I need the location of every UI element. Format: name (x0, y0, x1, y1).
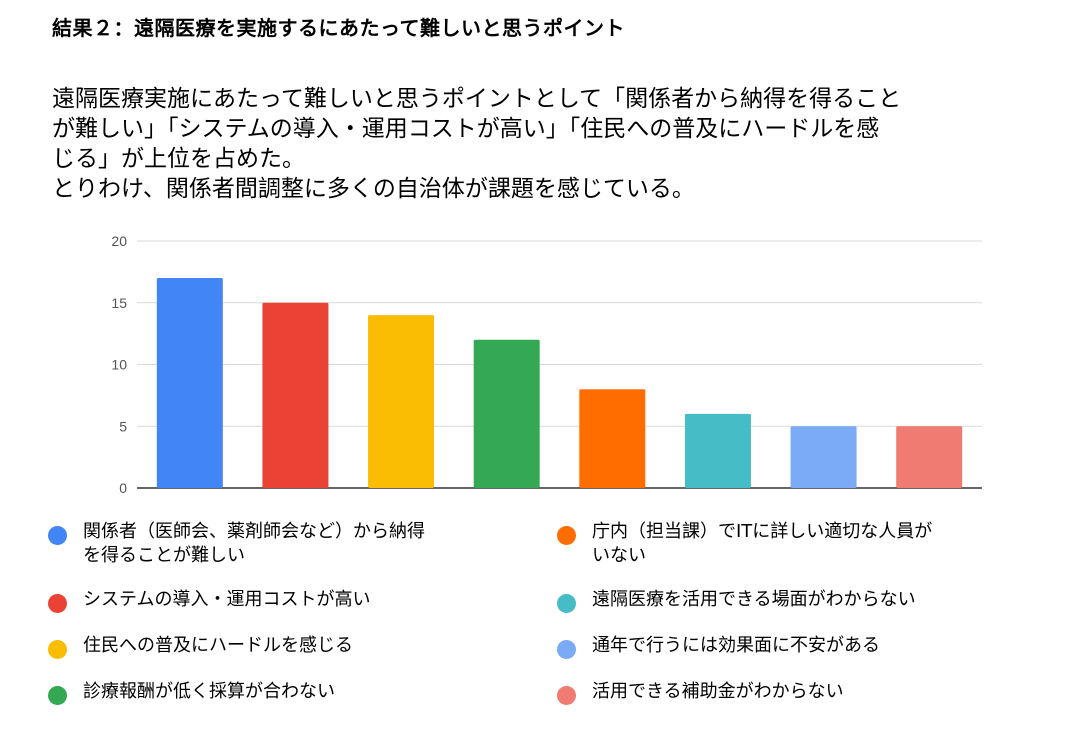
description: 遠隔医療実施にあたって難しいと思うポイントとして「関係者から納得を得ること が難… (52, 84, 1062, 204)
legend-swatch (48, 640, 67, 659)
bar (579, 389, 646, 488)
legend-label: システムの導入・運用コストが高い (83, 588, 513, 612)
legend-swatch (557, 686, 576, 705)
y-tick-label: 10 (111, 357, 127, 373)
legend-swatch (48, 686, 67, 705)
legend-label-line: いない (592, 545, 646, 566)
legend-label-line: 庁内（担当課）でITに詳しい適切な人員が (592, 521, 933, 542)
legend-label-line: システムの導入・運用コストが高い (83, 589, 371, 610)
bar (473, 339, 540, 488)
y-tick-label: 15 (111, 295, 127, 311)
legend-label: 住民への普及にハードルを感じる (83, 634, 513, 658)
legend-label: 通年で行うには効果面に不安がある (592, 634, 1022, 658)
legend-label: 遠隔医療を活用できる場面がわからない (592, 588, 1022, 612)
legend-label-line: 活用できる補助金がわからない (592, 681, 844, 702)
legend-label-line: 遠隔医療を活用できる場面がわからない (592, 589, 916, 610)
bar (896, 426, 963, 488)
legend-swatch (557, 594, 576, 613)
description-line: 遠隔医療実施にあたって難しいと思うポイントとして「関係者から納得を得ること (52, 86, 902, 112)
description-line: とりわけ、関係者間調整に多くの自治体が課題を感じている。 (52, 176, 695, 202)
y-tick-label: 0 (119, 480, 127, 496)
legend-swatch (557, 640, 576, 659)
y-tick-label: 20 (111, 233, 127, 249)
bars (156, 278, 963, 488)
bar (368, 315, 435, 488)
bar (790, 426, 857, 488)
bar (684, 413, 751, 488)
legend-label-line: 診療報酬が低く採算が合わない (83, 681, 335, 702)
bar (262, 302, 329, 488)
legend-label-line: 関係者（医師会、薬剤師会など）から納得 (83, 521, 425, 542)
legend-label-line: を得ることが難しい (83, 545, 245, 566)
y-tick-label: 5 (119, 418, 127, 434)
legend-swatch (48, 526, 67, 545)
legend-label: 診療報酬が低く採算が合わない (83, 680, 513, 704)
legend-label: 庁内（担当課）でITに詳しい適切な人員が いない (592, 520, 1022, 568)
legend-label: 活用できる補助金がわからない (592, 680, 1022, 704)
legend-swatch (48, 594, 67, 613)
legend-label-line: 住民への普及にハードルを感じる (83, 635, 353, 656)
legend-label: 関係者（医師会、薬剤師会など）から納得 を得ることが難しい (83, 520, 513, 568)
description-line: じる」が上位を占めた。 (52, 146, 305, 172)
legend-swatch (557, 526, 576, 545)
description-line: が難しい」「システムの導入・運用コストが高い」「住民への普及にハードルを感 (52, 116, 880, 142)
page-title: 結果２：遠隔医療を実施するにあたって難しいと思うポイント (52, 16, 625, 40)
legend-label-line: 通年で行うには効果面に不安がある (592, 635, 880, 656)
y-axis-ticks: 0 5 10 15 20 (111, 233, 127, 496)
bar (156, 278, 223, 488)
